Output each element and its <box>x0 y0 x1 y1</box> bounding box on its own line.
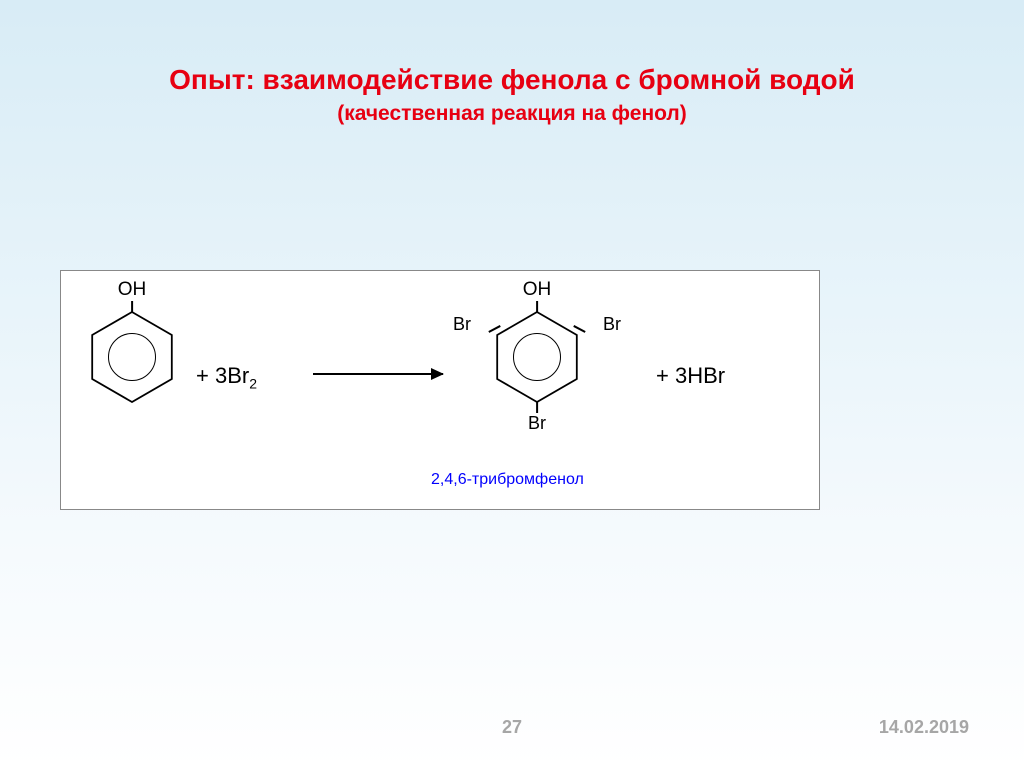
br-top-left: Br <box>453 314 471 335</box>
benzene-ring-icon <box>86 311 178 403</box>
title-line-1: Опыт: взаимодействие фенола с бромной во… <box>0 62 1024 98</box>
br-bond-b <box>536 402 538 413</box>
product-tribromophenol: OH Br Br Br <box>491 311 583 403</box>
reactant-phenol: OH <box>86 311 178 403</box>
aromatic-circle-product-icon <box>513 333 561 381</box>
br-bottom: Br <box>528 413 546 434</box>
product-oh-label: OH <box>523 279 552 301</box>
product-name: 2,4,6-трибромфенол <box>431 471 584 489</box>
plus-br-sub: 2 <box>249 375 257 391</box>
oh-label: OH <box>118 279 147 301</box>
aromatic-circle-icon <box>108 333 156 381</box>
page-number: 27 <box>502 717 522 738</box>
br-top-right: Br <box>603 314 621 335</box>
plus-br-text: + 3Br <box>196 363 249 388</box>
reaction-diagram: OH + 3Br2 OH Br Br Br + 3HBr 2,4,6-трибр… <box>60 270 820 510</box>
plus-hbr: + 3HBr <box>656 363 725 389</box>
benzene-ring-product-icon <box>491 311 583 403</box>
reaction-arrow-icon <box>313 373 443 375</box>
plus-bromine: + 3Br2 <box>196 363 257 391</box>
slide-title: Опыт: взаимодействие фенола с бромной во… <box>0 0 1024 126</box>
slide-date: 14.02.2019 <box>879 717 969 738</box>
title-line-2: (качественная реакция на фенол) <box>0 102 1024 126</box>
